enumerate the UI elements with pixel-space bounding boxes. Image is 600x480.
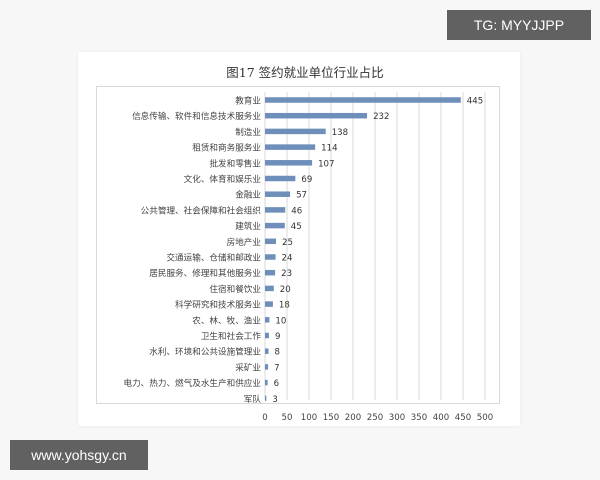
data-label: 445 (467, 97, 483, 107)
data-label: 8 (275, 348, 280, 358)
data-label: 46 (291, 206, 302, 216)
x-tick-label: 50 (282, 413, 293, 423)
data-label: 23 (281, 269, 292, 279)
bar (265, 285, 274, 292)
category-label: 房地产业 (227, 236, 262, 248)
x-tick-label: 450 (455, 413, 471, 423)
data-label: 107 (318, 159, 334, 169)
bar (265, 254, 276, 260)
data-label: 57 (296, 191, 307, 201)
category-label: 交通运输、仓储和邮政业 (166, 252, 261, 264)
category-label: 居民服务、修理和其他服务业 (149, 267, 261, 279)
bar (265, 112, 368, 119)
data-label: 114 (321, 144, 337, 154)
data-label: 45 (291, 222, 302, 232)
chart-plot-frame (96, 86, 500, 404)
x-tick-label: 350 (411, 413, 427, 423)
data-label: 7 (274, 363, 279, 373)
bar (265, 222, 285, 229)
category-label: 建筑业 (235, 220, 261, 232)
bar (265, 207, 286, 213)
x-tick-label: 100 (301, 413, 317, 423)
category-label: 文化、体育和娱乐业 (184, 173, 262, 185)
category-label: 租赁和商务服务业 (192, 142, 261, 154)
x-tick-label: 0 (262, 413, 267, 423)
category-label: 军队 (244, 393, 262, 405)
x-tick-label: 400 (433, 413, 449, 423)
category-label: 金融业 (235, 189, 261, 201)
data-label: 138 (332, 128, 348, 138)
data-label: 69 (301, 175, 312, 185)
watermark-top-right: TG: MYYJJPP (447, 10, 591, 40)
bar (265, 332, 269, 339)
x-tick-label: 200 (345, 413, 361, 423)
bar (265, 317, 270, 323)
x-tick-label: 250 (367, 413, 383, 423)
data-label: 24 (282, 254, 293, 264)
bar (265, 128, 326, 135)
category-label: 农、林、牧、渔业 (192, 314, 261, 326)
category-label: 卫生和社会工作 (201, 330, 262, 342)
data-label: 18 (279, 301, 290, 311)
bar (265, 348, 269, 354)
data-label: 9 (275, 332, 280, 342)
bar (265, 269, 276, 276)
category-label: 住宿和餐饮业 (209, 283, 261, 295)
chart-title: 图17 签约就业单位行业占比 (226, 65, 384, 80)
data-label: 3 (272, 395, 277, 405)
data-label: 20 (280, 285, 291, 295)
bar (265, 395, 267, 402)
bar (265, 175, 296, 182)
category-label: 水利、环境和公共设施管理业 (149, 346, 261, 358)
bar (265, 144, 316, 150)
category-label: 制造业 (235, 126, 261, 138)
data-label: 10 (275, 316, 286, 326)
x-tick-label: 300 (389, 413, 405, 423)
bar (265, 97, 461, 103)
bar (265, 238, 276, 245)
bar (265, 364, 269, 370)
data-label: 25 (282, 238, 293, 248)
data-label: 232 (373, 112, 389, 122)
category-label: 科学研究和技术服务业 (175, 299, 261, 311)
category-label: 采矿业 (235, 361, 261, 373)
category-label: 电力、热力、燃气及水生产和供应业 (123, 377, 261, 389)
data-label: 6 (274, 379, 279, 389)
bar (265, 379, 268, 386)
category-label: 公共管理、社会保障和社会组织 (141, 204, 262, 216)
category-label: 信息传输、软件和信息技术服务业 (132, 110, 261, 122)
x-tick-label: 500 (477, 413, 493, 423)
x-tick-label: 150 (323, 413, 339, 423)
bar (265, 160, 313, 166)
category-label: 批发和零售业 (209, 157, 261, 169)
bar (265, 191, 291, 197)
category-label: 教育业 (235, 95, 261, 107)
bar (265, 301, 273, 307)
watermark-bottom-left: www.yohsgy.cn (10, 440, 148, 470)
